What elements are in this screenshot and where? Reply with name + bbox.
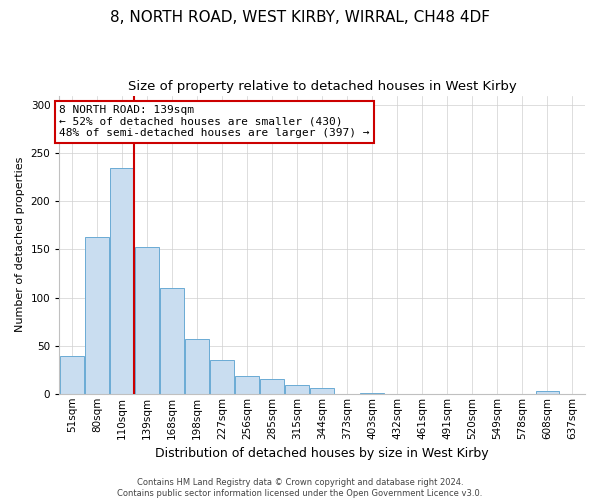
Y-axis label: Number of detached properties: Number of detached properties [15,157,25,332]
Bar [361,393,384,394]
Bar [85,237,109,394]
Bar [60,356,84,394]
Bar [536,391,559,394]
X-axis label: Distribution of detached houses by size in West Kirby: Distribution of detached houses by size … [155,447,489,460]
Bar [285,385,309,394]
Bar [310,388,334,394]
Bar [185,339,209,394]
Bar [260,380,284,394]
Bar [210,360,234,394]
Bar [110,168,134,394]
Bar [235,376,259,394]
Bar [160,288,184,394]
Text: 8 NORTH ROAD: 139sqm
← 52% of detached houses are smaller (430)
48% of semi-deta: 8 NORTH ROAD: 139sqm ← 52% of detached h… [59,105,370,138]
Title: Size of property relative to detached houses in West Kirby: Size of property relative to detached ho… [128,80,517,93]
Bar [135,246,159,394]
Text: Contains HM Land Registry data © Crown copyright and database right 2024.
Contai: Contains HM Land Registry data © Crown c… [118,478,482,498]
Text: 8, NORTH ROAD, WEST KIRBY, WIRRAL, CH48 4DF: 8, NORTH ROAD, WEST KIRBY, WIRRAL, CH48 … [110,10,490,25]
